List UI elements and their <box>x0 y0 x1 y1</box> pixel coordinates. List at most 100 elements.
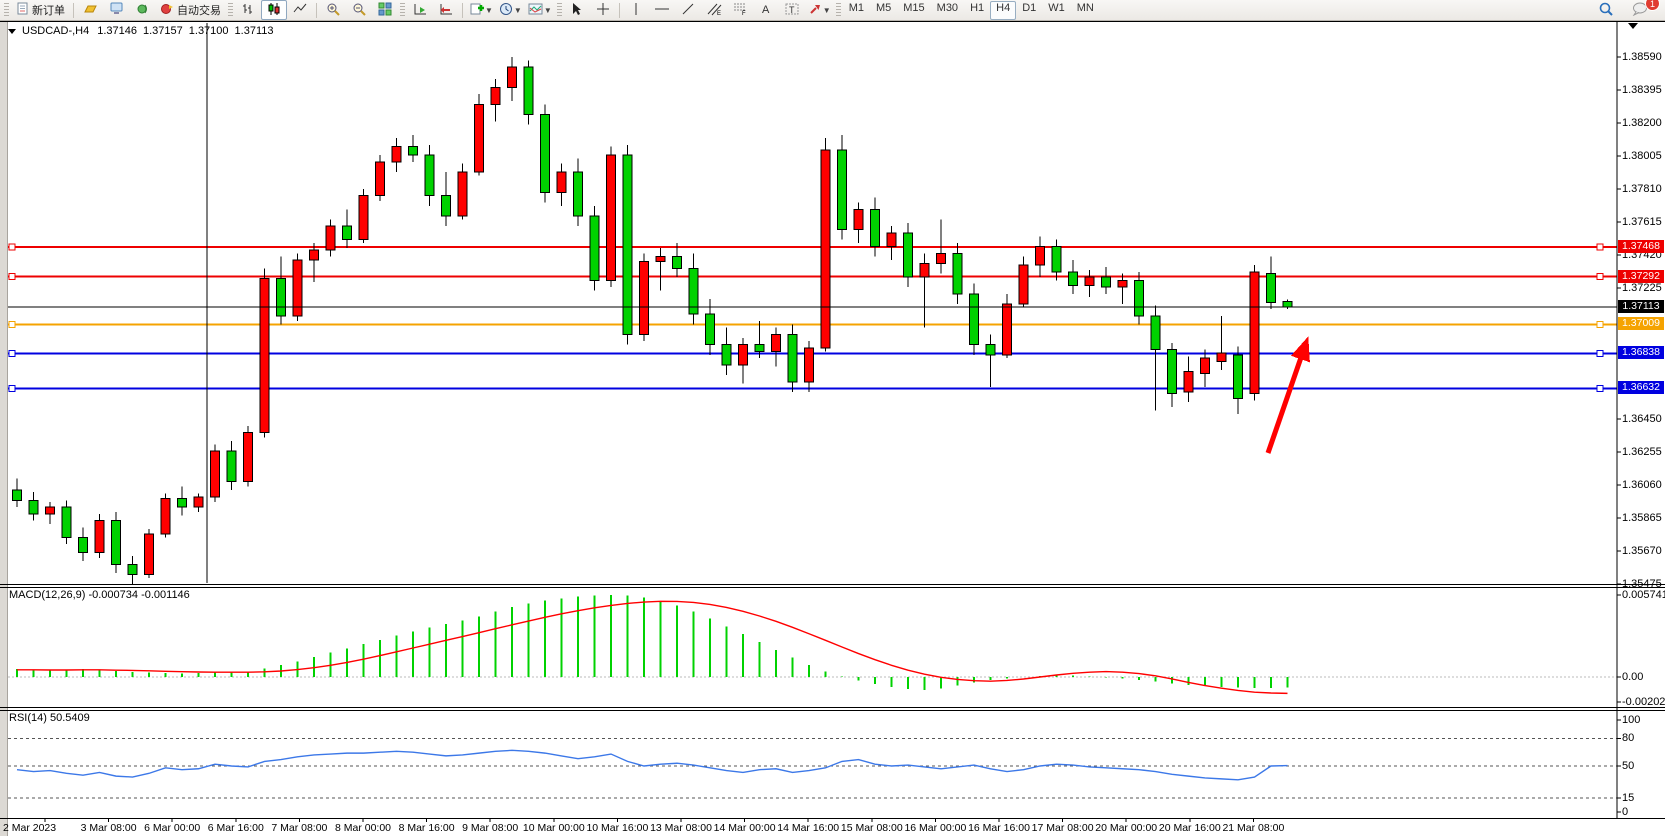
toolbar-gripper[interactable] <box>4 3 9 17</box>
line-handle[interactable] <box>8 384 16 392</box>
timeframe-button-m5[interactable]: M5 <box>875 1 892 14</box>
candle <box>325 225 336 251</box>
auto-scroll-button[interactable] <box>407 0 433 20</box>
symbol-collapse-icon[interactable] <box>8 28 16 34</box>
candle <box>474 103 484 173</box>
line-handle[interactable] <box>8 320 16 328</box>
time-axis-label: 7 Mar 08:00 <box>271 822 328 834</box>
toolbar-gripper[interactable] <box>556 3 562 17</box>
candle <box>177 498 187 508</box>
candle <box>507 66 517 88</box>
chart-top-border <box>0 21 1665 22</box>
candle <box>342 225 352 241</box>
candle-chart-button[interactable] <box>261 0 287 20</box>
candle <box>1134 279 1144 317</box>
search-button[interactable] <box>1593 0 1619 20</box>
market-watch-button[interactable] <box>77 0 103 20</box>
candle <box>754 344 765 352</box>
time-axis-label: 17 Mar 08:00 <box>1031 822 1094 834</box>
main-panel-bottom-border <box>0 584 1665 585</box>
periods-button[interactable]: ▼ <box>496 0 525 20</box>
channel-tool-button[interactable]: E <box>701 0 727 20</box>
line-handle[interactable] <box>1596 384 1604 392</box>
zoom-out-button[interactable] <box>346 0 372 20</box>
rsi-axis-tick: 15 <box>1622 792 1635 805</box>
price-tag: 1.37292 <box>1618 269 1664 283</box>
auto-scroll-icon <box>413 2 428 19</box>
vertical-line-tool-button[interactable] <box>623 0 649 20</box>
line-handle[interactable] <box>1596 273 1604 281</box>
line-chart-button[interactable] <box>287 0 313 20</box>
timeframe-button-w1[interactable]: W1 <box>1048 1 1065 14</box>
candle <box>870 208 880 247</box>
new-chart-icon <box>469 2 484 19</box>
timeframe-button-m1[interactable]: M1 <box>848 1 864 14</box>
shapes-button[interactable]: ▼ <box>805 0 834 20</box>
autotrade-button[interactable]: 自动交易 <box>155 0 226 20</box>
candle <box>655 256 666 263</box>
chart-window: USDCAD-,H4 1.37146 1.37157 1.37100 1.371… <box>0 21 1665 840</box>
label-tool-button[interactable]: T <box>779 0 805 20</box>
chart-canvas[interactable] <box>0 21 1665 840</box>
timeframe-button-m15[interactable]: M15 <box>903 1 925 14</box>
new-order-button[interactable]: 新订单 <box>11 0 70 20</box>
macd-panel-top-border[interactable] <box>0 587 1665 588</box>
chart-shift-button[interactable] <box>433 0 459 20</box>
line-handle[interactable] <box>1596 349 1604 357</box>
candle <box>490 86 501 105</box>
line-handle[interactable] <box>8 273 16 281</box>
line-handle[interactable] <box>8 243 16 251</box>
candle <box>1035 245 1045 266</box>
chart-shift-icon <box>439 2 454 19</box>
indicators-button[interactable]: ▼ <box>525 0 555 20</box>
zoom-in-button[interactable] <box>320 0 346 20</box>
time-axis-label: 15 Mar 08:00 <box>840 822 903 834</box>
horizontal-line-tool-button[interactable] <box>649 0 675 20</box>
cursor-icon <box>570 2 583 19</box>
tile-windows-button[interactable] <box>372 0 398 20</box>
candle <box>226 450 237 483</box>
crosshair-button[interactable] <box>590 0 616 20</box>
bar-chart-icon <box>241 2 255 19</box>
signals-button[interactable] <box>129 0 155 20</box>
candle <box>853 208 864 231</box>
rsi-panel-top-border[interactable] <box>0 710 1665 711</box>
time-axis-label: 2 Mar 2023 <box>3 822 57 834</box>
candle <box>639 261 649 335</box>
notifications-button[interactable]: 1 <box>1627 0 1660 20</box>
candle <box>573 171 583 217</box>
trendline-icon <box>681 2 695 19</box>
open-value: 1.37146 <box>97 25 137 37</box>
timeframe-button-h4[interactable]: H4 <box>990 0 1017 20</box>
toolbar-gripper[interactable] <box>835 3 841 17</box>
time-axis-label: 8 Mar 00:00 <box>334 822 392 834</box>
candle <box>441 195 451 217</box>
candle <box>78 536 88 554</box>
cursor-button[interactable] <box>564 0 590 20</box>
new-chart-button[interactable]: ▼ <box>466 0 496 20</box>
trendline-tool-button[interactable] <box>675 0 701 20</box>
svg-text:A: A <box>762 4 770 16</box>
timeframe-button-h1[interactable]: H1 <box>970 1 985 14</box>
label-icon: T <box>785 2 799 19</box>
toolbar-gripper[interactable] <box>400 3 405 17</box>
timeframe-button-m30[interactable]: M30 <box>936 1 959 14</box>
terminal-button[interactable] <box>103 0 129 20</box>
line-handle[interactable] <box>8 349 16 357</box>
timeframe-button-d1[interactable]: D1 <box>1022 1 1037 14</box>
line-handle[interactable] <box>1596 320 1604 328</box>
chevron-down-icon: ▼ <box>485 5 493 15</box>
time-axis-label: 20 Mar 00:00 <box>1095 822 1158 834</box>
candle <box>540 114 550 193</box>
bar-chart-button[interactable] <box>235 0 261 20</box>
toolbar-gripper[interactable] <box>228 3 233 17</box>
chart-shift-marker[interactable] <box>1628 23 1638 29</box>
line-handle[interactable] <box>1596 243 1604 251</box>
timeframe-button-mn[interactable]: MN <box>1076 1 1094 14</box>
fibonacci-tool-button[interactable]: F <box>727 0 753 20</box>
text-tool-button[interactable]: A <box>753 0 779 20</box>
candle <box>45 506 55 515</box>
notification-badge: 1 <box>1645 0 1660 11</box>
candle <box>523 66 534 116</box>
arrow-annotation[interactable] <box>1265 336 1310 454</box>
